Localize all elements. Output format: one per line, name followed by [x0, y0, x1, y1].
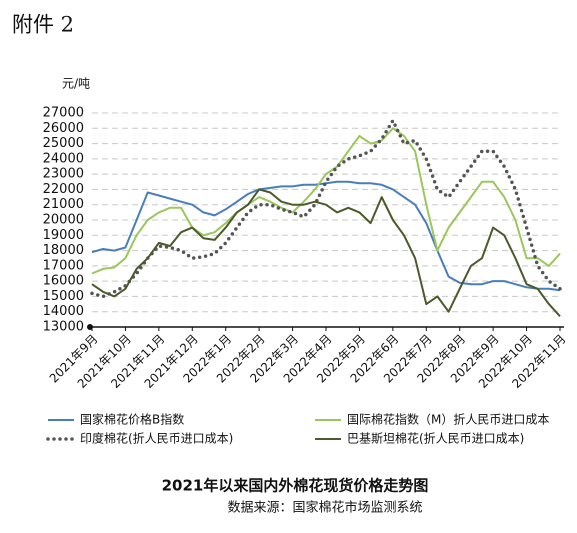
legend-label: 国际棉花指数（M）折人民币进口成本: [347, 412, 549, 427]
series-line: [91, 127, 561, 275]
series-line: [91, 188, 561, 317]
y-tick-label: 18000: [43, 243, 84, 258]
legend-label: 印度棉花(折人民币进口成本): [80, 431, 233, 446]
y-tick-label: 14000: [43, 304, 84, 319]
y-tick-label: 26000: [43, 121, 84, 136]
y-tick-label: 13000: [43, 320, 84, 335]
y-tick-label: 15000: [43, 289, 84, 304]
legend-label: 国家棉花价格B指数: [80, 412, 184, 427]
y-axis-label: 元/吨: [62, 77, 90, 91]
y-tick-label: 21000: [43, 197, 84, 212]
y-tick-label: 27000: [43, 106, 84, 121]
y-tick-label: 25000: [43, 136, 84, 151]
y-tick-label: 19000: [43, 228, 84, 243]
y-tick-label: 23000: [43, 167, 84, 182]
page-header: 附件 2: [12, 13, 74, 37]
series-line: [90, 118, 562, 299]
chart-title: 2021年以来国内外棉花现货价格走势图: [162, 477, 429, 495]
y-tick-label: 24000: [43, 151, 84, 166]
chart-subtitle: 数据来源：国家棉花市场监测系统: [227, 500, 422, 516]
y-tick-label: 16000: [43, 274, 84, 289]
y-tick-label: 22000: [43, 182, 84, 197]
legend-label: 巴基斯坦棉花(折人民币进口成本): [347, 431, 524, 446]
y-tick-label: 20000: [43, 213, 84, 228]
y-tick-label: 17000: [43, 258, 84, 273]
